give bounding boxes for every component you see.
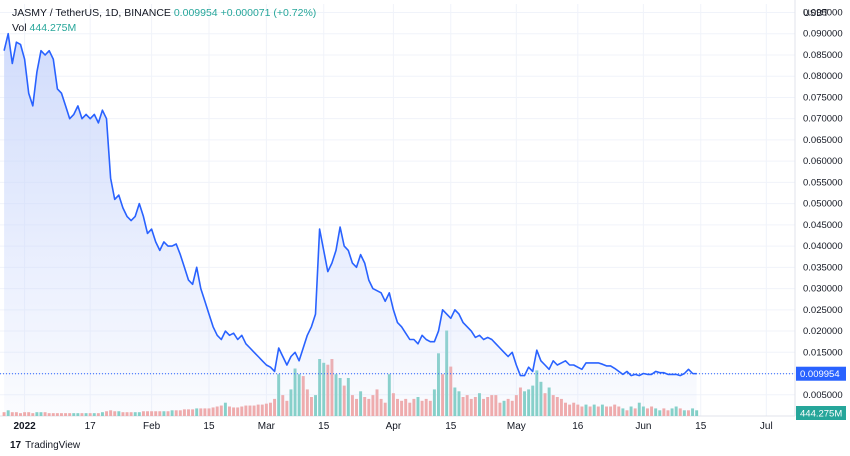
tradingview-text: TradingView [25, 440, 81, 451]
y-tick-label: 0.035000 [803, 262, 843, 273]
price-change: +0.000071 (+0.72%) [220, 7, 317, 19]
y-tick-label: 0.065000 [803, 135, 843, 146]
x-tick-label: Jul [760, 421, 773, 432]
x-tick-label: Feb [143, 421, 161, 432]
y-tick-label: 0.055000 [803, 177, 843, 188]
volume-bar [695, 410, 699, 416]
symbol-line: JASMY / TetherUS, 1D, BINANCE [12, 7, 171, 19]
legend-volume-row: Vol 444.275M [12, 21, 316, 36]
y-tick-label: 0.070000 [803, 114, 843, 125]
y-tick-label: 0.020000 [803, 326, 843, 337]
last-price-tag [796, 366, 846, 381]
y-tick-label: 0.095000 [803, 7, 843, 18]
tradingview-branding[interactable]: 17 TradingView [10, 440, 80, 451]
y-tick-label: 0.005000 [803, 390, 843, 401]
x-tick-label: Apr [386, 421, 402, 432]
last-volume-tag-label: 444.275M [800, 409, 842, 420]
tradingview-logo-icon: 17 [10, 440, 22, 451]
volume-label: Vol [12, 22, 27, 34]
x-tick-label: 15 [445, 421, 457, 432]
y-tick-label: 0.085000 [803, 50, 843, 61]
x-tick-label: 15 [203, 421, 215, 432]
x-tick-label: 15 [695, 421, 707, 432]
x-tick-label: 15 [318, 421, 330, 432]
x-tick-label: Jun [635, 421, 651, 432]
y-tick-label: 0.030000 [803, 284, 843, 295]
x-tick-label: Mar [258, 421, 276, 432]
y-tick-label: 0.080000 [803, 71, 843, 82]
currency-label: USDT [803, 8, 829, 19]
y-tick-label: 0.025000 [803, 305, 843, 316]
chart-legend: JASMY / TetherUS, 1D, BINANCE 0.009954 +… [12, 6, 316, 36]
x-tick-label: 17 [85, 421, 97, 432]
y-tick-label: 0.090000 [803, 29, 843, 40]
y-tick-label: 0.040000 [803, 241, 843, 252]
y-tick-label: 0.045000 [803, 220, 843, 231]
x-tick-label: 2022 [13, 421, 36, 432]
last-price-tag-label: 0.009954 [800, 369, 840, 380]
volume-bar [2, 412, 6, 416]
y-tick-label: 0.075000 [803, 92, 843, 103]
x-tick-label: 16 [572, 421, 584, 432]
price-line [3, 32, 697, 377]
y-tick-label: 0.015000 [803, 347, 843, 358]
last-volume-tag [796, 406, 846, 420]
legend-symbol-row: JASMY / TetherUS, 1D, BINANCE 0.009954 +… [12, 6, 316, 21]
x-tick-label: May [507, 421, 526, 432]
y-tick-label: 0.060000 [803, 156, 843, 167]
y-tick-label: 0.050000 [803, 199, 843, 210]
last-price: 0.009954 [173, 7, 218, 19]
price-area [4, 33, 697, 416]
volume-value: 444.275M [29, 22, 77, 34]
